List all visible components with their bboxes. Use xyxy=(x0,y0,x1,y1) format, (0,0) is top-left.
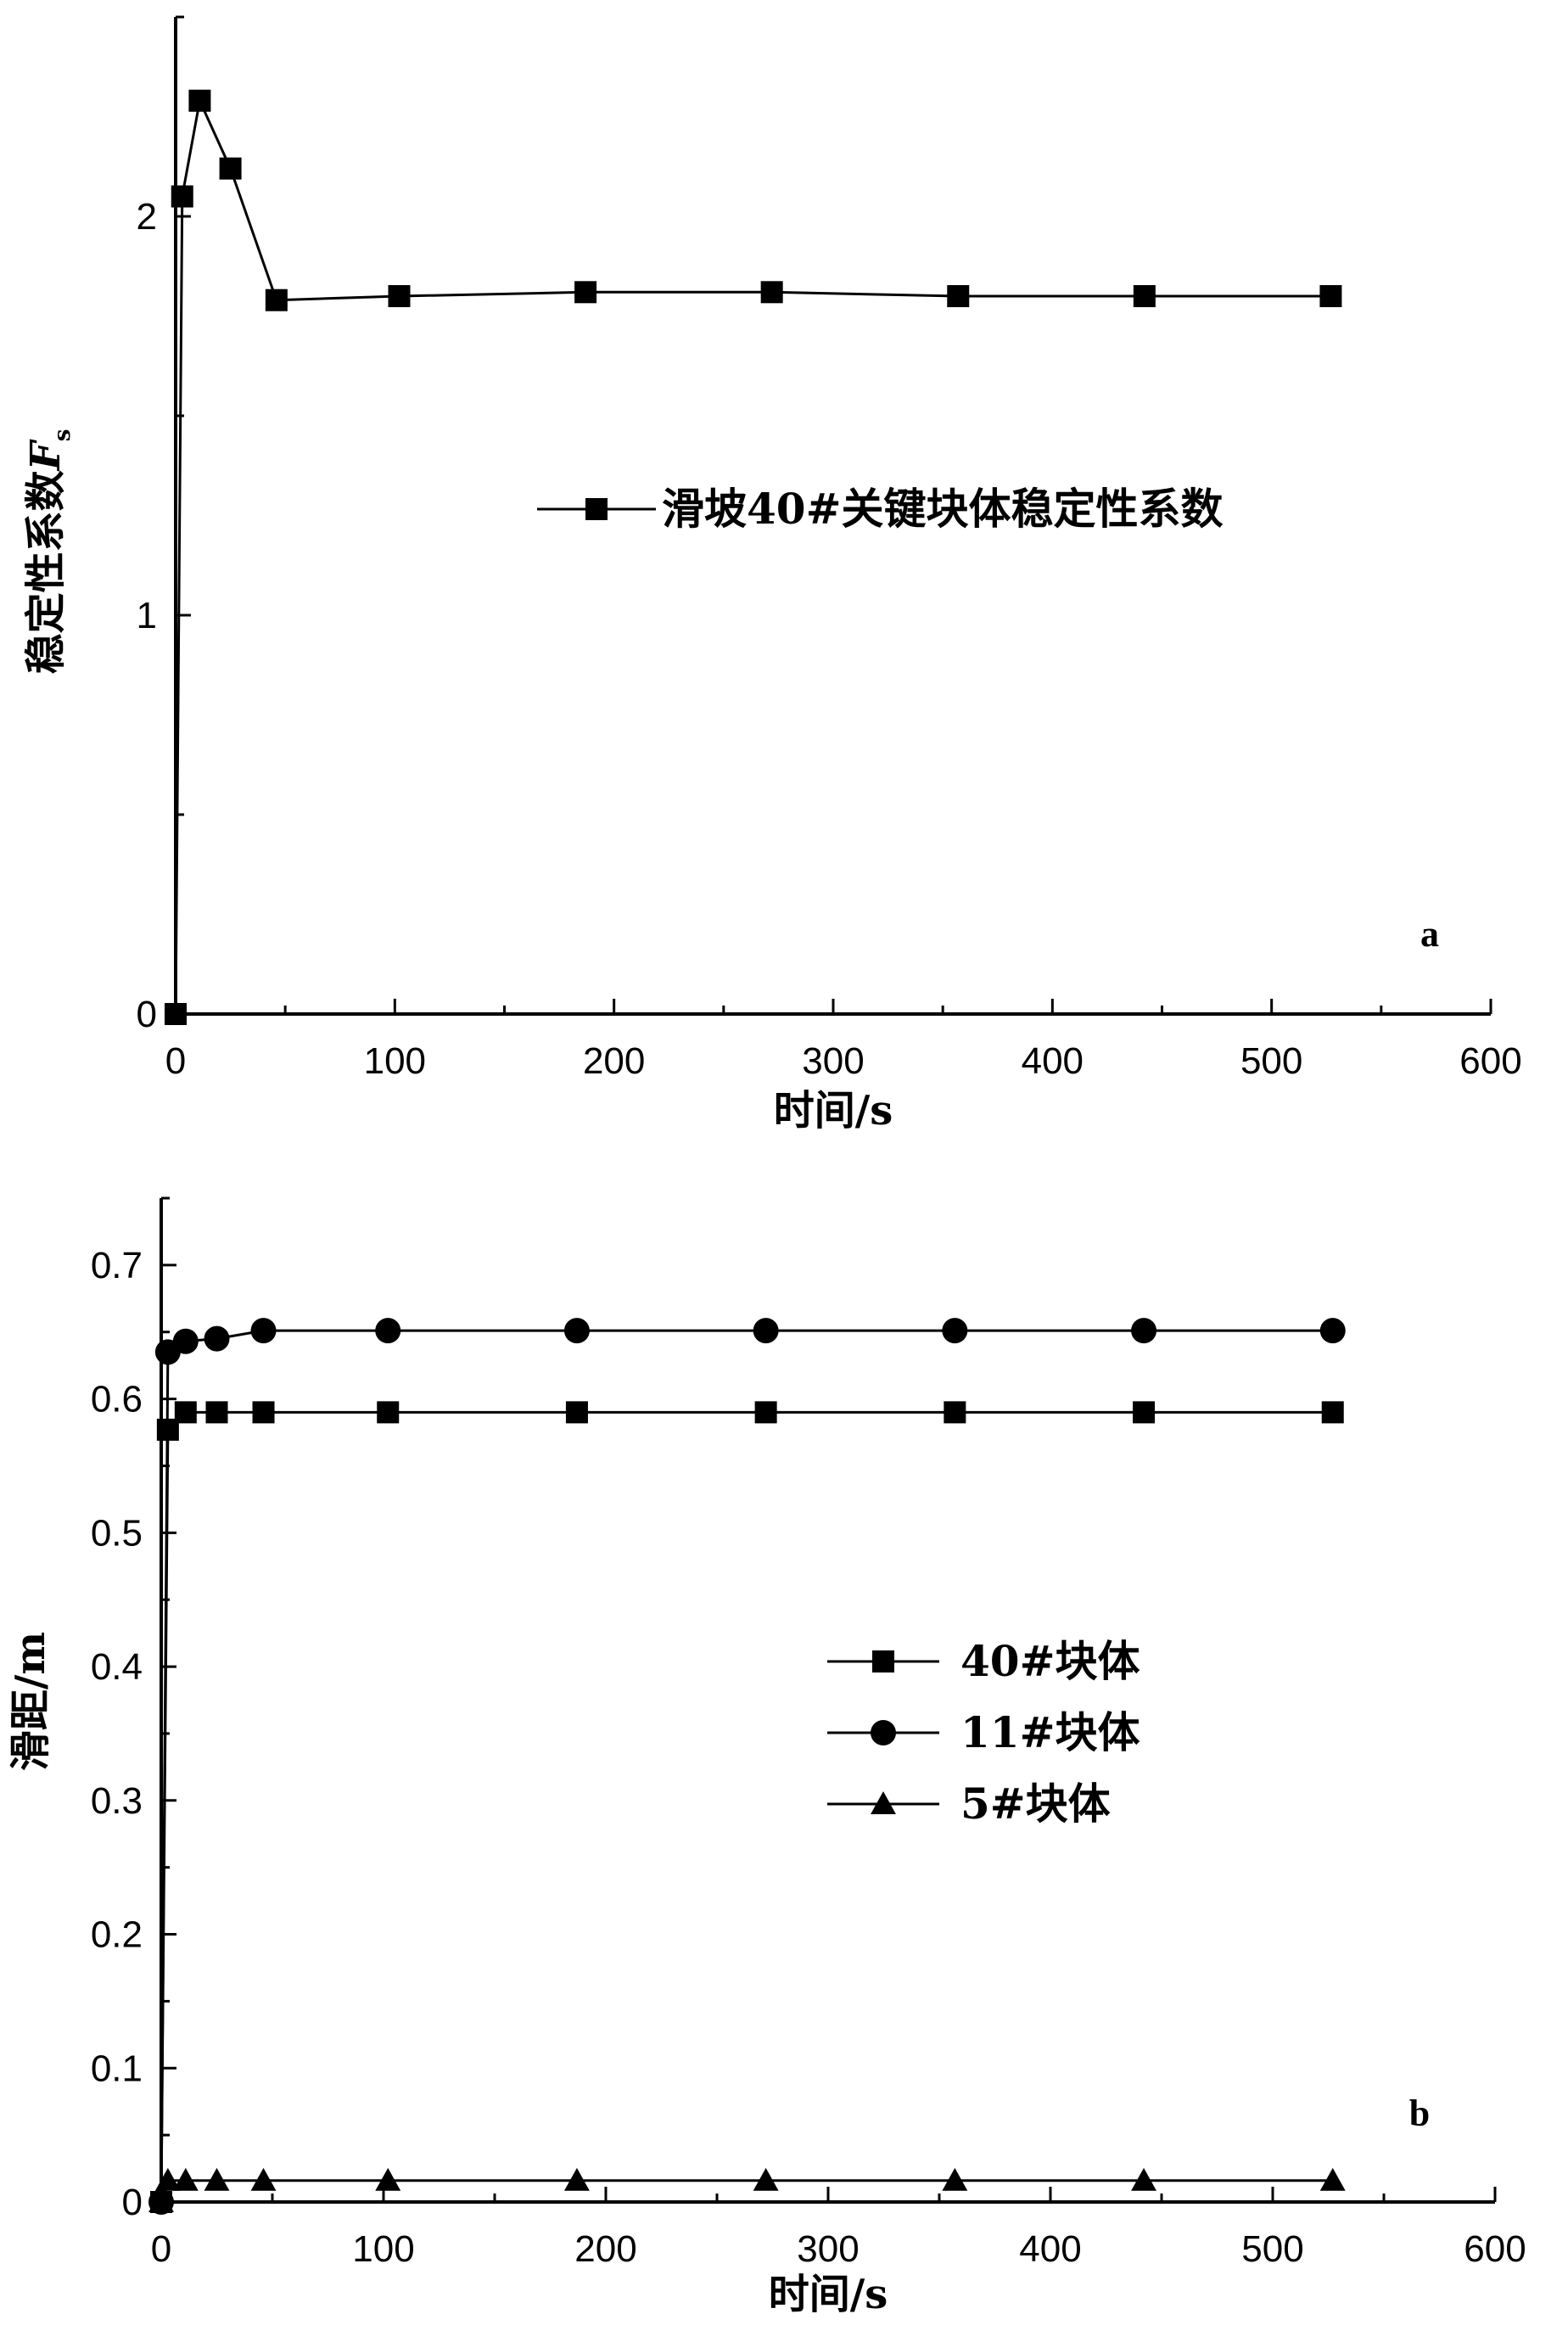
x-tick-label: 0 xyxy=(165,1040,186,1082)
legend-marker xyxy=(872,1650,894,1672)
data-point xyxy=(760,281,783,304)
x-tick-label: 500 xyxy=(1241,2228,1303,2270)
data-point xyxy=(250,2167,277,2191)
y-tick-label: 0.5 xyxy=(91,1512,143,1554)
data-point xyxy=(188,89,211,112)
x-tick-label: 400 xyxy=(1022,1040,1084,1082)
x-tick-label: 200 xyxy=(583,1040,645,1082)
data-point xyxy=(252,1401,275,1424)
data-point xyxy=(754,1401,777,1424)
data-point xyxy=(1319,2167,1346,2191)
data-point xyxy=(565,1401,588,1424)
data-point xyxy=(944,1401,966,1424)
y-tick-label: 0.3 xyxy=(91,1780,143,1822)
x-tick-label: 600 xyxy=(1459,1040,1521,1082)
data-point xyxy=(154,2167,181,2191)
data-point xyxy=(1321,1401,1344,1424)
y-tick-label: 2 xyxy=(137,196,157,238)
y-axis-title-text: 滑距/m xyxy=(7,1632,54,1771)
series-line-0 xyxy=(160,1410,1333,2203)
data-point xyxy=(1319,285,1342,307)
data-point xyxy=(172,1328,199,1354)
data-point xyxy=(174,1401,197,1424)
data-point xyxy=(204,1325,230,1352)
y-tick-label: 0.7 xyxy=(91,1245,143,1286)
data-point xyxy=(753,1318,779,1344)
data-point xyxy=(204,2167,230,2191)
y-tick-label: 0.6 xyxy=(91,1379,143,1420)
legend-entry: 5#块体 xyxy=(827,1779,1111,1829)
y-tick-label: 0.1 xyxy=(91,2048,143,2089)
x-tick-label: 400 xyxy=(1019,2228,1081,2270)
data-point xyxy=(1319,1318,1346,1344)
data-point xyxy=(1133,285,1156,307)
legend-entry: 滑坡40#关键块体稳定性系数 xyxy=(537,484,1223,534)
legend-marker xyxy=(871,1720,896,1745)
y-tick-label: 0 xyxy=(137,994,157,1035)
data-point xyxy=(172,2167,199,2191)
data-point xyxy=(205,1401,228,1424)
legend-label: 5#块体 xyxy=(960,1779,1111,1829)
data-point xyxy=(942,2167,968,2191)
data-point xyxy=(563,1318,590,1344)
x-axis-title: 时间/s xyxy=(769,2271,888,2318)
data-point xyxy=(563,2167,590,2191)
y-axis-title: 稳定性系数Fs xyxy=(22,429,76,675)
legend-marker xyxy=(871,1791,896,1814)
data-point xyxy=(388,285,411,307)
x-tick-label: 200 xyxy=(574,2228,636,2270)
legend-label: 11#块体 xyxy=(960,1707,1140,1757)
data-point xyxy=(574,281,597,304)
x-tick-label: 100 xyxy=(352,2228,414,2270)
y-axis-subscript: s xyxy=(50,429,76,442)
x-tick-label: 300 xyxy=(802,1040,864,1082)
data-point xyxy=(375,2167,401,2191)
y-tick-label: 1 xyxy=(137,595,157,636)
y-axis-title-text: 稳定性系数 xyxy=(22,470,70,674)
panel-label: a xyxy=(1420,913,1439,955)
data-point xyxy=(1131,2167,1156,2191)
y-axis-symbol: F xyxy=(22,439,70,472)
series-line-2 xyxy=(160,2179,1333,2203)
x-axis-title: 时间/s xyxy=(774,1087,893,1135)
data-point xyxy=(219,157,242,180)
legend-entry: 40#块体 xyxy=(827,1636,1140,1686)
data-point xyxy=(947,285,970,307)
data-point xyxy=(377,1401,400,1424)
y-axis-title: 滑距/m xyxy=(7,1632,54,1771)
data-point xyxy=(171,185,193,208)
data-point xyxy=(753,2167,779,2191)
x-tick-label: 500 xyxy=(1240,1040,1302,1082)
x-tick-label: 0 xyxy=(151,2228,171,2270)
panel-label: b xyxy=(1409,2093,1430,2134)
data-point xyxy=(375,1318,401,1344)
data-point xyxy=(265,289,288,311)
series-line-0 xyxy=(174,96,1331,1015)
x-tick-label: 600 xyxy=(1464,2228,1526,2270)
y-tick-label: 0.4 xyxy=(91,1646,143,1688)
y-tick-label: 0 xyxy=(122,2182,143,2223)
chart-panel-b: 0 100 200 300 400 500 600 0 0.1 0.2 0.3 0.4 0.5 0.6 0.… xyxy=(7,1196,1526,2318)
legend-label: 40#块体 xyxy=(960,1636,1140,1686)
legend-label: 滑坡40#关键块体稳定性系数 xyxy=(662,484,1223,534)
series-line-1 xyxy=(160,1329,1333,2203)
data-point xyxy=(942,1318,968,1344)
legend-marker xyxy=(585,498,608,520)
data-point xyxy=(148,2189,174,2212)
legend-entry: 11#块体 xyxy=(827,1707,1140,1757)
data-point xyxy=(1131,1318,1157,1344)
y-tick-label: 0.2 xyxy=(91,1914,143,1956)
data-point xyxy=(250,1318,277,1344)
x-tick-label: 100 xyxy=(364,1040,426,1082)
data-point xyxy=(1133,1401,1156,1424)
chart-panel-a: 0 100 200 300 400 500 600 0 1 2 时间/s 稳定性系数Fs a 滑坡40#关… xyxy=(22,15,1522,1135)
data-point xyxy=(165,1003,187,1025)
x-tick-label: 300 xyxy=(797,2228,859,2270)
